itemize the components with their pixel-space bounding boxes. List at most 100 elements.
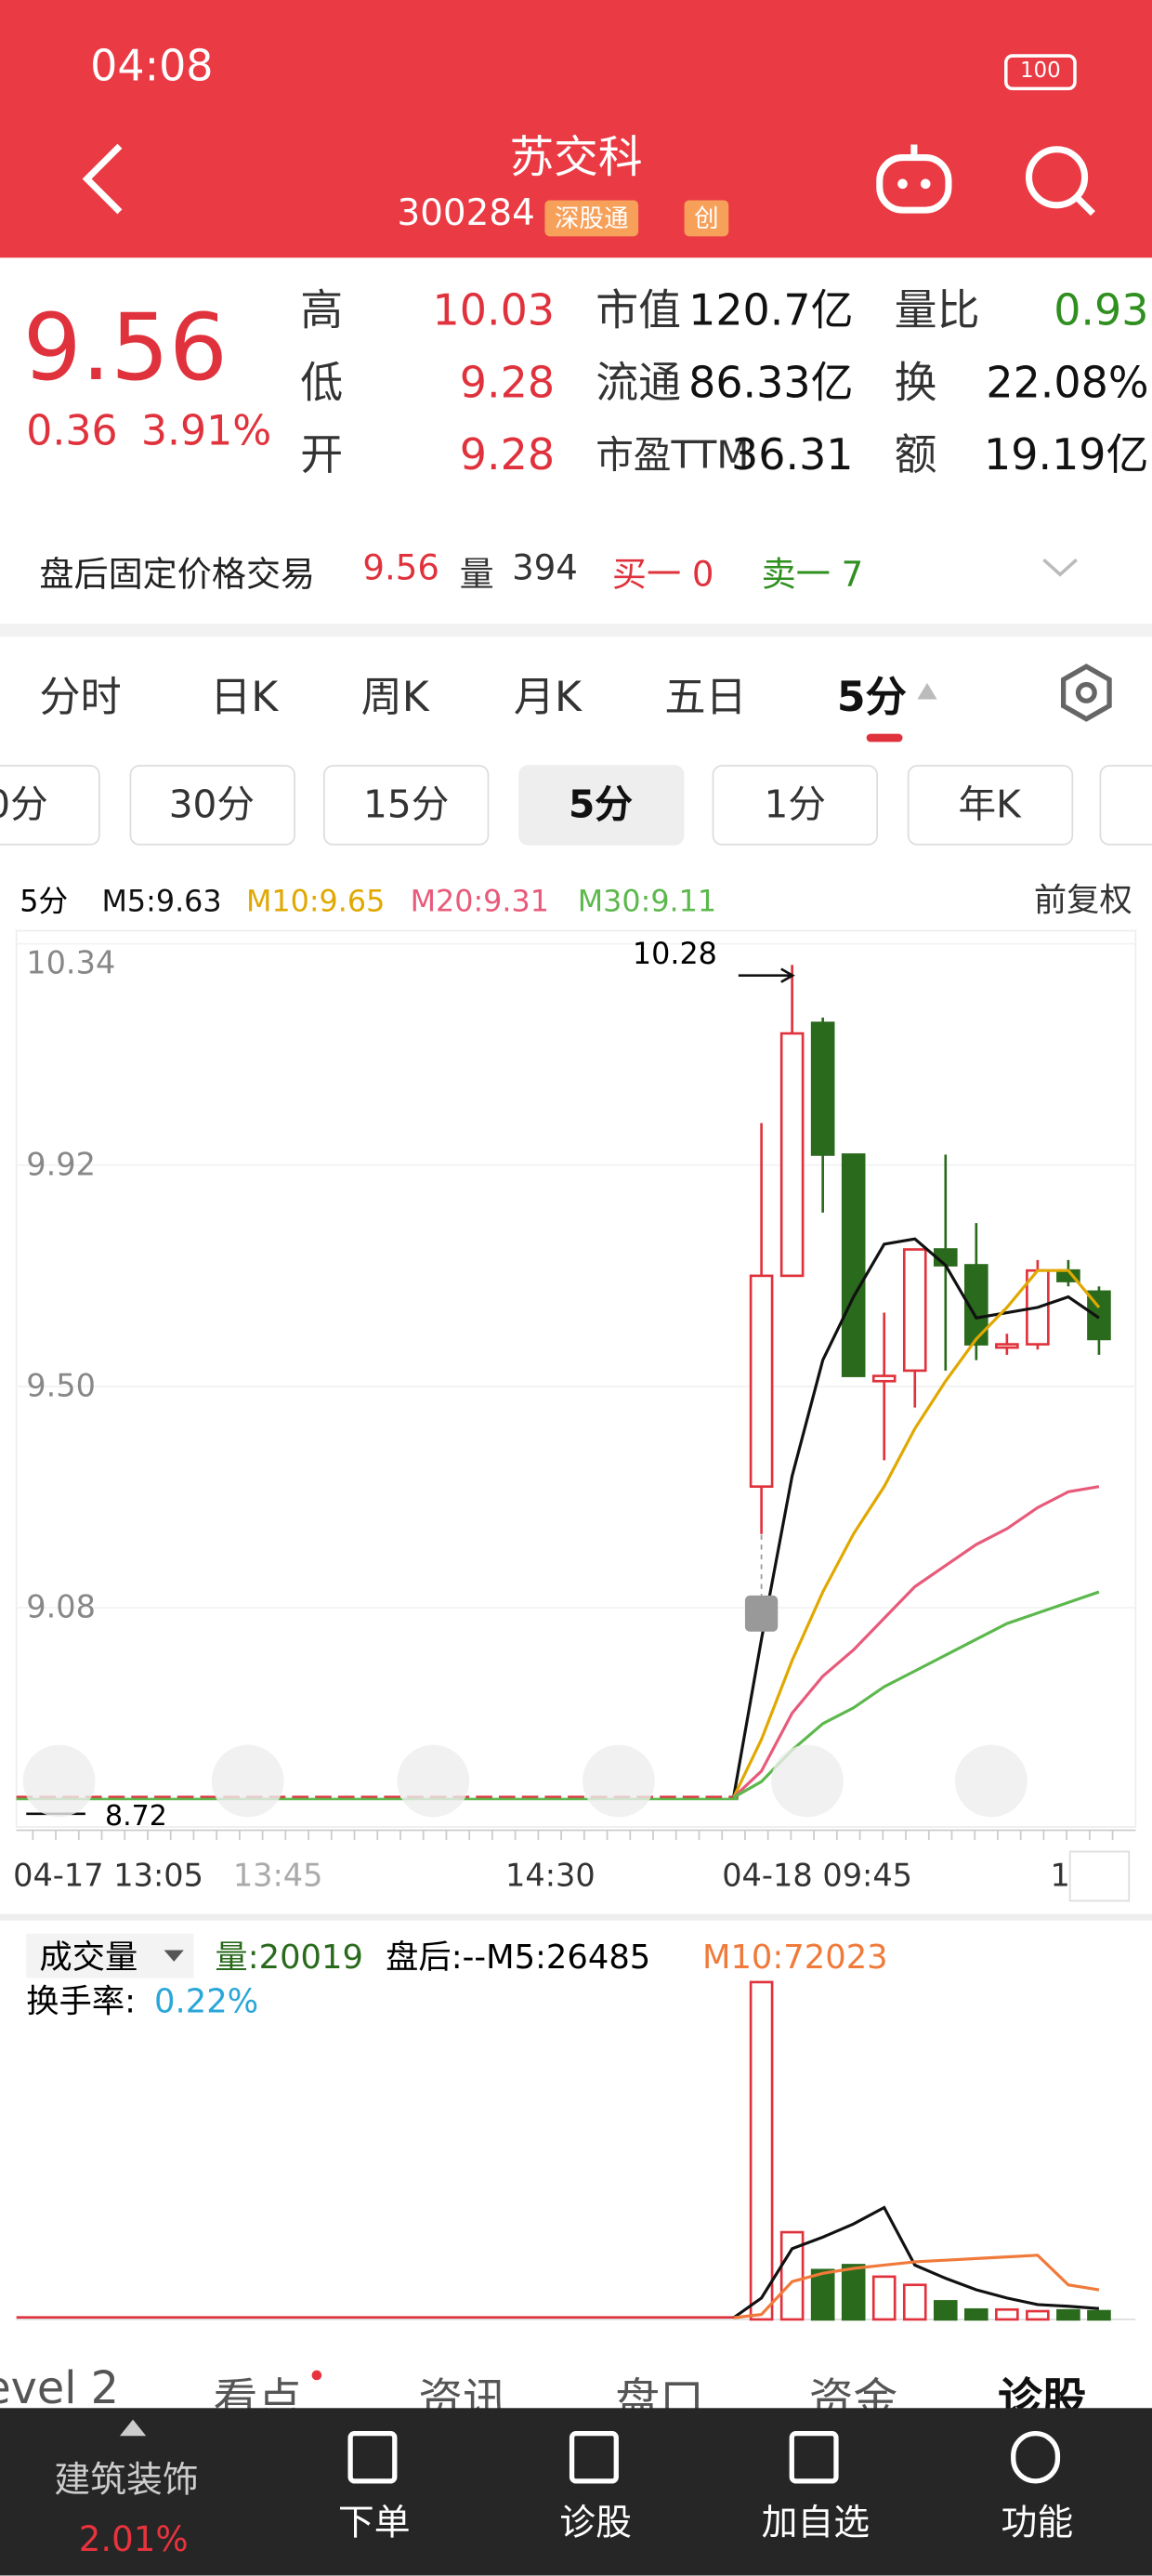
volume-bar <box>871 2275 897 2321</box>
stock-code: 300284 <box>397 193 535 235</box>
back-button[interactable] <box>73 139 129 218</box>
volume-bar <box>749 1980 774 2321</box>
tab[interactable]: 月K <box>513 673 583 721</box>
nav-icon <box>347 2431 398 2484</box>
toolbar-button <box>583 1744 655 1818</box>
tab[interactable]: 周K <box>360 673 429 721</box>
volume-title: 成交量 <box>39 1939 137 1977</box>
tag: 创 <box>684 200 729 237</box>
ma-line <box>732 1237 1100 1798</box>
volume-bar <box>1087 2309 1111 2321</box>
robot-icon[interactable] <box>873 141 955 217</box>
nav-item[interactable]: 加自选 <box>761 2503 871 2544</box>
candle-body <box>749 1274 774 1488</box>
period-label: 5分 <box>20 884 68 918</box>
nav-item[interactable]: 下单 <box>337 2503 411 2544</box>
nav-item[interactable]: 功能 <box>1001 2503 1074 2544</box>
volume-m10: M10:72023 <box>702 1939 888 1977</box>
change: 0.36 <box>26 407 118 455</box>
y-tick-label: 10.34 <box>26 944 115 980</box>
stat-value: 86.33亿 <box>688 359 854 409</box>
plot-frame <box>15 929 1137 1828</box>
adjust-label: 前复权 <box>1034 881 1132 919</box>
period-button[interactable]: 1分 <box>712 765 879 846</box>
tab[interactable]: 五日 <box>664 673 747 721</box>
price: 9.56 <box>22 295 228 402</box>
stat-label: 低 <box>300 359 344 409</box>
stat-value: 9.28 <box>459 431 556 481</box>
after-hours-label: 盘后固定价格交易 <box>39 555 316 595</box>
stat-label: 开 <box>300 431 344 481</box>
kline-chart: 5分 M5:9.63 M10:9.65 M20:9.31 M30:9.11 前复权 10.3… <box>0 881 1152 2321</box>
volume-bar <box>933 2300 958 2321</box>
toolbar-button <box>955 1744 1028 1818</box>
stat-label: 换 <box>894 359 937 409</box>
stat-value: 0.93 <box>1054 287 1149 337</box>
after-hours-volume: 394 <box>512 547 578 588</box>
volume-bar <box>1056 2308 1080 2321</box>
stat-value: 19.19亿 <box>984 431 1149 481</box>
search-icon[interactable] <box>1021 141 1100 220</box>
sector[interactable]: 建筑装饰 <box>54 2460 199 2502</box>
nav-bar: 建筑装饰 2.01% 下单 诊股 加自选 功能 <box>0 2408 1152 2576</box>
stat-value: 120.7亿 <box>688 287 854 337</box>
candle-body <box>871 1374 897 1383</box>
volume-ma-line <box>732 2205 1100 2320</box>
turnover: 0.22% <box>154 1983 258 2021</box>
volume-bar <box>995 2307 1019 2321</box>
expand-icon[interactable] <box>1041 555 1080 581</box>
bottom-tab[interactable]: evel 2 <box>0 2363 120 2415</box>
dropdown-arrow <box>164 1950 184 1962</box>
period-button[interactable] <box>1099 765 1152 846</box>
tab[interactable]: 5分 <box>836 673 907 721</box>
jump-end <box>1068 1850 1131 1902</box>
period-button[interactable]: 年K <box>906 765 1073 846</box>
volume-bar <box>964 2307 988 2321</box>
candle-body <box>810 1021 835 1156</box>
tab[interactable]: 分时 <box>39 673 122 721</box>
x-tick-label: 1 <box>1050 1858 1069 1894</box>
ma-label: M20:9.31 <box>411 884 549 918</box>
period-button[interactable]: 5分 <box>517 765 684 846</box>
volume-ma-line <box>733 2254 1100 2320</box>
candle-body <box>1087 1290 1111 1341</box>
stat-label: 市盈TTM <box>596 435 750 479</box>
turnover-label: 换手率: <box>26 1983 136 2021</box>
ask: 卖一 7 <box>761 555 864 595</box>
period-button[interactable]: 15分 <box>322 765 490 846</box>
nav-icon <box>569 2431 619 2484</box>
volume-bar <box>841 2264 866 2321</box>
change-pct: 3.91% <box>140 407 272 455</box>
battery: 100 <box>1004 54 1077 91</box>
x-tick-label: 14:30 <box>505 1858 596 1894</box>
high-label: 10.28 <box>633 937 717 971</box>
candle-body <box>964 1264 988 1346</box>
tag: 深股通 <box>544 200 639 237</box>
candle-body <box>995 1343 1019 1349</box>
settings-icon[interactable] <box>1058 664 1114 723</box>
stock-name: 苏交科 <box>509 133 643 184</box>
tab[interactable]: 日K <box>210 673 279 721</box>
dot <box>311 2370 322 2381</box>
header: 04:08 100 苏交科 300284 深股通 创 <box>0 0 1152 258</box>
stat-value: 10.03 <box>432 287 556 337</box>
nav-item[interactable]: 诊股 <box>559 2503 633 2544</box>
ma-line <box>732 1485 1100 1799</box>
x-tick-label: 13:45 <box>233 1858 323 1894</box>
toolbar-button <box>22 1744 96 1818</box>
nav-icon <box>789 2431 839 2484</box>
ma-label: M10:9.65 <box>246 884 385 918</box>
period-button[interactable]: 0分 <box>0 765 100 846</box>
up-arrow <box>119 2419 147 2437</box>
candle-body <box>902 1248 927 1373</box>
status-time: 04:08 <box>90 42 214 92</box>
after-hours-volume-label: 量 <box>459 555 494 595</box>
toolbar-button <box>771 1744 844 1818</box>
period-button[interactable]: 30分 <box>128 765 295 846</box>
low-label: 8.72 <box>105 1800 167 1833</box>
volume-bar <box>1026 2309 1050 2321</box>
tab-underline <box>866 733 903 743</box>
